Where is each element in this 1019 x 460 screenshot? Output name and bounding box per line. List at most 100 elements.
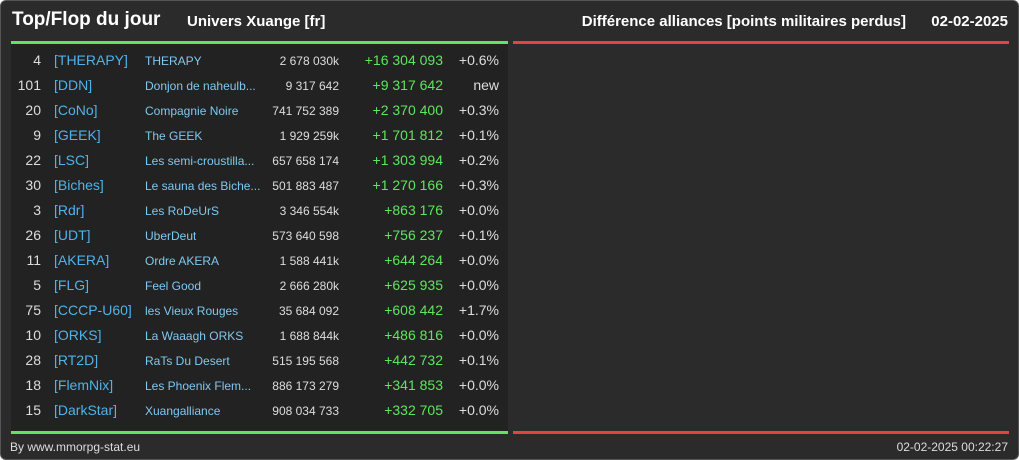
- alliance-tag-link[interactable]: [Rdr]: [54, 202, 85, 218]
- percent-cell: +0.0%: [458, 252, 499, 268]
- flop-panel: [513, 41, 1009, 434]
- ranking-subtitle: Différence alliances [points militaires …: [581, 13, 906, 30]
- alliance-name-link[interactable]: Les semi-croustilla...: [145, 154, 255, 168]
- universe-label: Univers Xuange [fr]: [187, 13, 326, 30]
- rank-cell: 9: [33, 127, 41, 143]
- points-cell: 573 640 598: [272, 229, 339, 243]
- difference-cell: +486 816: [384, 327, 443, 343]
- alliance-tag-link[interactable]: [FLG]: [54, 277, 90, 293]
- rank-cell: 10: [25, 327, 41, 343]
- rank-cell: 28: [25, 352, 41, 368]
- difference-cell: +644 264: [384, 252, 443, 268]
- alliance-tag-link[interactable]: [LSC]: [54, 152, 90, 168]
- difference-cell: +1 270 166: [372, 177, 443, 193]
- points-cell: 515 195 568: [272, 354, 339, 368]
- difference-cell: +756 237: [384, 227, 443, 243]
- alliance-name-link[interactable]: La Waaagh ORKS: [145, 329, 244, 343]
- alliance-name-link[interactable]: Ordre AKERA: [145, 254, 220, 268]
- percent-cell: +0.2%: [458, 152, 499, 168]
- points-cell: 886 173 279: [272, 379, 339, 393]
- alliance-tag-link[interactable]: [RT2D]: [54, 352, 99, 368]
- alliance-tag-link[interactable]: [CoNo]: [54, 102, 98, 118]
- points-cell: 1 588 441k: [279, 254, 339, 268]
- bottom-divider-right: [513, 431, 1009, 434]
- rank-cell: 22: [25, 152, 41, 168]
- points-cell: 2 666 280k: [279, 279, 339, 293]
- alliance-tag-link[interactable]: [THERAPY]: [54, 52, 128, 68]
- difference-cell: +608 442: [384, 302, 443, 318]
- table-row: 11 [AKERA] Ordre AKERA 1 588 441k +644 264 +0…: [11, 248, 508, 273]
- table-row: 15 [DarkStar] Xuangalliance 908 034 733 +332…: [11, 398, 508, 423]
- alliance-tag-link[interactable]: [AKERA]: [54, 252, 110, 268]
- alliance-name-link[interactable]: Xuangalliance: [145, 404, 221, 418]
- alliance-tag-link[interactable]: [GEEK]: [54, 127, 101, 143]
- rank-cell: 5: [33, 277, 41, 293]
- table-row: 26 [UDT] UberDeut 573 640 598 +756 237 +0.1%: [11, 223, 508, 248]
- ranking-list: 4 [THERAPY] THERAPY 2 678 030k +16 304 093 +0…: [11, 48, 508, 423]
- rank-cell: 30: [25, 177, 41, 193]
- generated-timestamp: 02-02-2025 00:22:27: [896, 440, 1008, 454]
- rank-cell: 75: [25, 302, 41, 318]
- difference-cell: +9 317 642: [372, 77, 443, 93]
- percent-cell: +0.1%: [458, 352, 499, 368]
- percent-cell: +0.1%: [458, 127, 499, 143]
- table-row: 28 [RT2D] RaTs Du Desert 515 195 568 +442 73…: [11, 348, 508, 373]
- table-row: 4 [THERAPY] THERAPY 2 678 030k +16 304 093 +0…: [11, 48, 508, 73]
- rank-cell: 20: [25, 102, 41, 118]
- table-row: 10 [ORKS] La Waaagh ORKS 1 688 844k +486 816…: [11, 323, 508, 348]
- percent-cell: +0.0%: [458, 277, 499, 293]
- points-cell: 741 752 389: [272, 104, 339, 118]
- points-cell: 35 684 092: [278, 304, 339, 318]
- header-date: 02-02-2025: [931, 13, 1008, 30]
- top-panel: 4 [THERAPY] THERAPY 2 678 030k +16 304 093 +0…: [11, 41, 508, 434]
- percent-cell: +0.0%: [458, 202, 499, 218]
- alliance-tag-link[interactable]: [DDN]: [54, 77, 93, 93]
- rank-cell: 11: [26, 252, 41, 268]
- table-row: 9 [GEEK] The GEEK 1 929 259k +1 701 812 +0.1%: [11, 123, 508, 148]
- rank-cell: 18: [25, 377, 41, 393]
- difference-cell: +1 303 994: [372, 152, 443, 168]
- points-cell: 657 658 174: [272, 154, 339, 168]
- alliance-tag-link[interactable]: [ORKS]: [54, 327, 102, 343]
- points-cell: 501 883 487: [272, 179, 339, 193]
- percent-cell: +0.3%: [458, 177, 499, 193]
- alliance-tag-link[interactable]: [UDT]: [54, 227, 91, 243]
- alliance-name-link[interactable]: Le sauna des Biche...: [145, 179, 261, 193]
- alliance-name-link[interactable]: Les RoDeUrS: [145, 204, 220, 218]
- points-cell: 3 346 554k: [279, 204, 339, 218]
- alliance-tag-link[interactable]: [CCCP-U60]: [54, 302, 132, 318]
- table-row: 75 [CCCP-U60] les Vieux Rouges 35 684 092 +6…: [11, 298, 508, 323]
- site-credit[interactable]: By www.mmorpg-stat.eu: [10, 440, 141, 454]
- rank-cell: 101: [17, 77, 41, 93]
- percent-cell: +0.6%: [458, 52, 499, 68]
- alliance-name-link[interactable]: les Vieux Rouges: [145, 304, 239, 318]
- percent-cell: +0.0%: [458, 377, 499, 393]
- difference-cell: +16 304 093: [364, 52, 443, 68]
- points-cell: 1 688 844k: [279, 329, 339, 343]
- alliance-name-link[interactable]: RaTs Du Desert: [145, 354, 230, 368]
- difference-cell: +332 705: [384, 402, 443, 418]
- table-row: 3 [Rdr] Les RoDeUrS 3 346 554k +863 176 +0.0%: [11, 198, 508, 223]
- difference-cell: +341 853: [384, 377, 443, 393]
- alliance-name-link[interactable]: Les Phoenix Flem...: [145, 379, 252, 393]
- alliance-tag-link[interactable]: [Biches]: [54, 177, 104, 193]
- alliance-name-link[interactable]: Donjon de naheulb...: [145, 79, 256, 93]
- table-row: 20 [CoNo] Compagnie Noire 741 752 389 +2 370…: [11, 98, 508, 123]
- bottom-divider: [11, 431, 508, 434]
- percent-cell: +0.0%: [458, 402, 499, 418]
- alliance-name-link[interactable]: UberDeut: [145, 229, 197, 243]
- points-cell: 1 929 259k: [279, 129, 339, 143]
- alliance-name-link[interactable]: Feel Good: [145, 279, 202, 293]
- difference-cell: +1 701 812: [372, 127, 443, 143]
- rank-cell: 15: [25, 402, 41, 418]
- alliance-name-link[interactable]: THERAPY: [145, 54, 202, 68]
- alliance-tag-link[interactable]: [DarkStar]: [54, 402, 118, 418]
- points-cell: 2 678 030k: [279, 54, 339, 68]
- rank-cell: 3: [33, 202, 41, 218]
- alliance-name-link[interactable]: Compagnie Noire: [145, 104, 239, 118]
- table-row: 5 [FLG] Feel Good 2 666 280k +625 935 +0.0%: [11, 273, 508, 298]
- alliance-tag-link[interactable]: [FlemNix]: [54, 377, 114, 393]
- alliance-name-link[interactable]: The GEEK: [145, 129, 203, 143]
- points-cell: 908 034 733: [272, 404, 339, 418]
